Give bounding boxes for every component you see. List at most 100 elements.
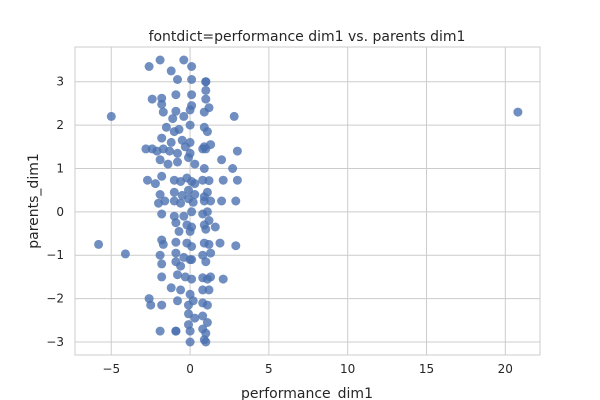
- data-point: [143, 175, 152, 185]
- data-point: [165, 146, 175, 156]
- data-point: [176, 261, 186, 271]
- data-point: [190, 179, 200, 189]
- data-point: [199, 164, 209, 173]
- data-point: [163, 159, 173, 169]
- data-point: [157, 99, 167, 109]
- data-point: [232, 146, 242, 156]
- data-point: [187, 75, 197, 84]
- y-tick-label: 0: [56, 205, 64, 219]
- x-tick-labels: −5 0 5 10 15 20: [102, 362, 513, 376]
- x-tick-label: 0: [186, 362, 194, 376]
- data-point: [155, 250, 165, 260]
- data-point: [229, 111, 239, 121]
- data-point: [173, 296, 182, 306]
- data-point: [169, 187, 179, 197]
- data-point: [201, 85, 211, 95]
- data-point: [166, 283, 176, 293]
- data-point: [184, 185, 193, 195]
- data-point: [228, 164, 238, 173]
- data-point: [202, 207, 212, 217]
- y-gridlines: [75, 81, 540, 343]
- data-points: [94, 55, 523, 347]
- data-point: [206, 248, 216, 258]
- data-point: [204, 239, 214, 249]
- data-point: [179, 111, 189, 121]
- data-point: [204, 103, 214, 113]
- data-point: [201, 337, 211, 347]
- data-point: [190, 190, 200, 199]
- data-point: [106, 111, 116, 121]
- data-point: [150, 179, 160, 189]
- data-point: [173, 270, 182, 280]
- data-point: [513, 107, 523, 117]
- data-point: [185, 337, 195, 347]
- data-point: [157, 300, 167, 310]
- data-point: [204, 285, 214, 295]
- data-point: [201, 144, 211, 154]
- y-tick-label: 3: [56, 75, 64, 89]
- data-point: [174, 226, 184, 236]
- plot-frame: [74, 46, 541, 356]
- data-point: [231, 241, 241, 251]
- data-point: [185, 120, 195, 130]
- y-tick-label: −1: [46, 248, 64, 262]
- data-point: [187, 274, 197, 284]
- data-point: [174, 124, 184, 134]
- data-point: [155, 55, 165, 65]
- data-point: [157, 171, 167, 181]
- data-point: [94, 239, 104, 249]
- data-point: [173, 157, 182, 167]
- data-point: [218, 175, 228, 185]
- data-point: [201, 257, 211, 267]
- data-point: [188, 296, 198, 306]
- data-point: [201, 94, 211, 104]
- data-point: [176, 198, 186, 208]
- data-point: [218, 274, 228, 284]
- data-point: [120, 249, 130, 259]
- data-point: [147, 94, 157, 104]
- data-point: [184, 309, 193, 319]
- data-point: [157, 209, 167, 219]
- data-point: [171, 218, 181, 228]
- data-point: [232, 175, 242, 185]
- data-point: [179, 55, 189, 65]
- data-point: [185, 226, 195, 236]
- data-point: [176, 285, 186, 295]
- data-point: [187, 242, 197, 251]
- data-point: [202, 127, 212, 137]
- x-tick-label: 15: [419, 362, 434, 376]
- data-point: [217, 196, 227, 206]
- y-tick-label: 1: [56, 161, 64, 175]
- x-tick-label: 5: [265, 362, 273, 376]
- data-point: [202, 300, 212, 310]
- data-point: [155, 155, 165, 165]
- data-point: [146, 300, 156, 310]
- data-point: [166, 66, 176, 76]
- data-point: [144, 62, 154, 71]
- data-point: [198, 285, 208, 295]
- data-point: [185, 255, 195, 265]
- data-point: [155, 326, 165, 336]
- x-axis-label: performance_dim1: [241, 386, 373, 400]
- data-point: [204, 176, 214, 186]
- data-point: [184, 153, 193, 163]
- data-point: [157, 259, 167, 269]
- data-point: [158, 107, 168, 117]
- data-point: [141, 144, 151, 154]
- data-point: [190, 159, 200, 169]
- data-point: [188, 197, 198, 207]
- data-point: [199, 196, 209, 206]
- data-point: [155, 190, 165, 199]
- data-point: [179, 211, 189, 221]
- data-point: [215, 238, 225, 248]
- data-point: [206, 196, 216, 206]
- data-point: [173, 75, 182, 84]
- data-point: [231, 196, 241, 206]
- y-axis-label: parents_dim1: [26, 153, 42, 249]
- y-tick-label: −3: [46, 335, 64, 349]
- data-point: [185, 326, 195, 336]
- data-point: [171, 90, 181, 100]
- y-tick-label: 2: [56, 118, 64, 132]
